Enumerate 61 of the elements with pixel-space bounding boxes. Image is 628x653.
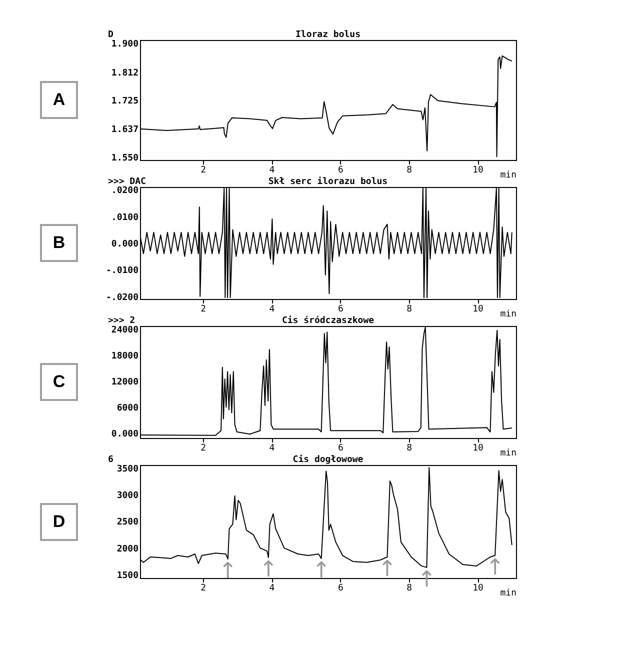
y-tick-label: 1.812 <box>111 68 138 78</box>
x-axis-title: min <box>500 588 516 598</box>
y-tick-label: 18000 <box>111 352 138 362</box>
y-tick-label: 2500 <box>116 518 138 528</box>
y-tick-label: 1500 <box>116 570 138 581</box>
chart-title: Iloraz bolus <box>295 30 361 40</box>
x-tick-label: 10 <box>472 584 484 594</box>
annotation: ↑ <box>218 559 238 584</box>
annotation: ↑ <box>378 556 396 582</box>
x-tick-label: 4 <box>269 584 275 594</box>
y-tick-label: 24000 <box>111 326 138 336</box>
x-tick-label: 8 <box>406 444 412 454</box>
y-tick-label: 0.000 <box>111 240 138 250</box>
text: 6 <box>108 455 114 465</box>
x-tick-label: 10 <box>472 304 484 314</box>
chart-title: Skł serc ilorazu bolus <box>268 176 388 187</box>
x-tick-label: 10 <box>472 444 484 454</box>
y-tick-label: 12000 <box>111 378 138 388</box>
x-tick-label: 4 <box>269 166 275 176</box>
x-tick-label: 4 <box>269 444 275 454</box>
y-tick-label: 0.000 <box>111 430 138 440</box>
y-tick-label: -.0200 <box>106 292 138 303</box>
chart-title: Cis śródczaszkowe <box>282 315 375 326</box>
label-frame: B <box>40 224 78 262</box>
chart-title: Cis dogłowowe <box>292 454 364 465</box>
label-frame: C <box>40 363 78 401</box>
x-tick-label: 6 <box>338 584 344 594</box>
x-tick-label: 4 <box>269 304 275 314</box>
text: >>> DAC <box>108 177 146 187</box>
x-tick-label: 2 <box>200 444 206 454</box>
label-frame: A <box>40 81 78 119</box>
y-tick-label: .0100 <box>111 212 138 223</box>
label-frame: D <box>40 502 78 540</box>
annotation: ↑ <box>486 556 504 581</box>
x-axis-title: min <box>500 170 516 180</box>
y-tick-label: .0200 <box>111 186 138 196</box>
x-tick-label: 8 <box>406 304 412 314</box>
x-tick-label: 8 <box>406 584 412 594</box>
x-axis-title: min <box>500 310 516 320</box>
y-tick-label: -.0100 <box>106 266 138 276</box>
y-tick-label: 1.550 <box>111 153 138 164</box>
y-tick-label: 2000 <box>116 544 138 554</box>
y-tick-label: 3000 <box>116 491 138 502</box>
text: >>> 2 <box>108 316 136 326</box>
x-tick-label: 8 <box>406 166 412 176</box>
text: D <box>108 30 114 40</box>
x-tick-label: 10 <box>472 166 484 176</box>
y-tick-label: 3500 <box>116 464 138 475</box>
x-tick-label: 6 <box>338 166 344 176</box>
x-axis-title: min <box>500 448 516 458</box>
y-tick-label: 1.900 <box>111 40 138 50</box>
x-tick-label: 6 <box>338 304 344 314</box>
annotation: ↑ <box>312 558 331 584</box>
x-tick-label: 2 <box>200 584 206 594</box>
x-tick-label: 2 <box>200 304 206 314</box>
y-tick-label: 1.725 <box>111 96 138 106</box>
y-tick-label: 1.637 <box>111 125 138 136</box>
x-tick-label: 2 <box>200 166 206 176</box>
y-tick-label: 6000 <box>116 404 138 414</box>
x-tick-label: 6 <box>338 444 344 454</box>
annotation: ↑ <box>259 558 278 583</box>
